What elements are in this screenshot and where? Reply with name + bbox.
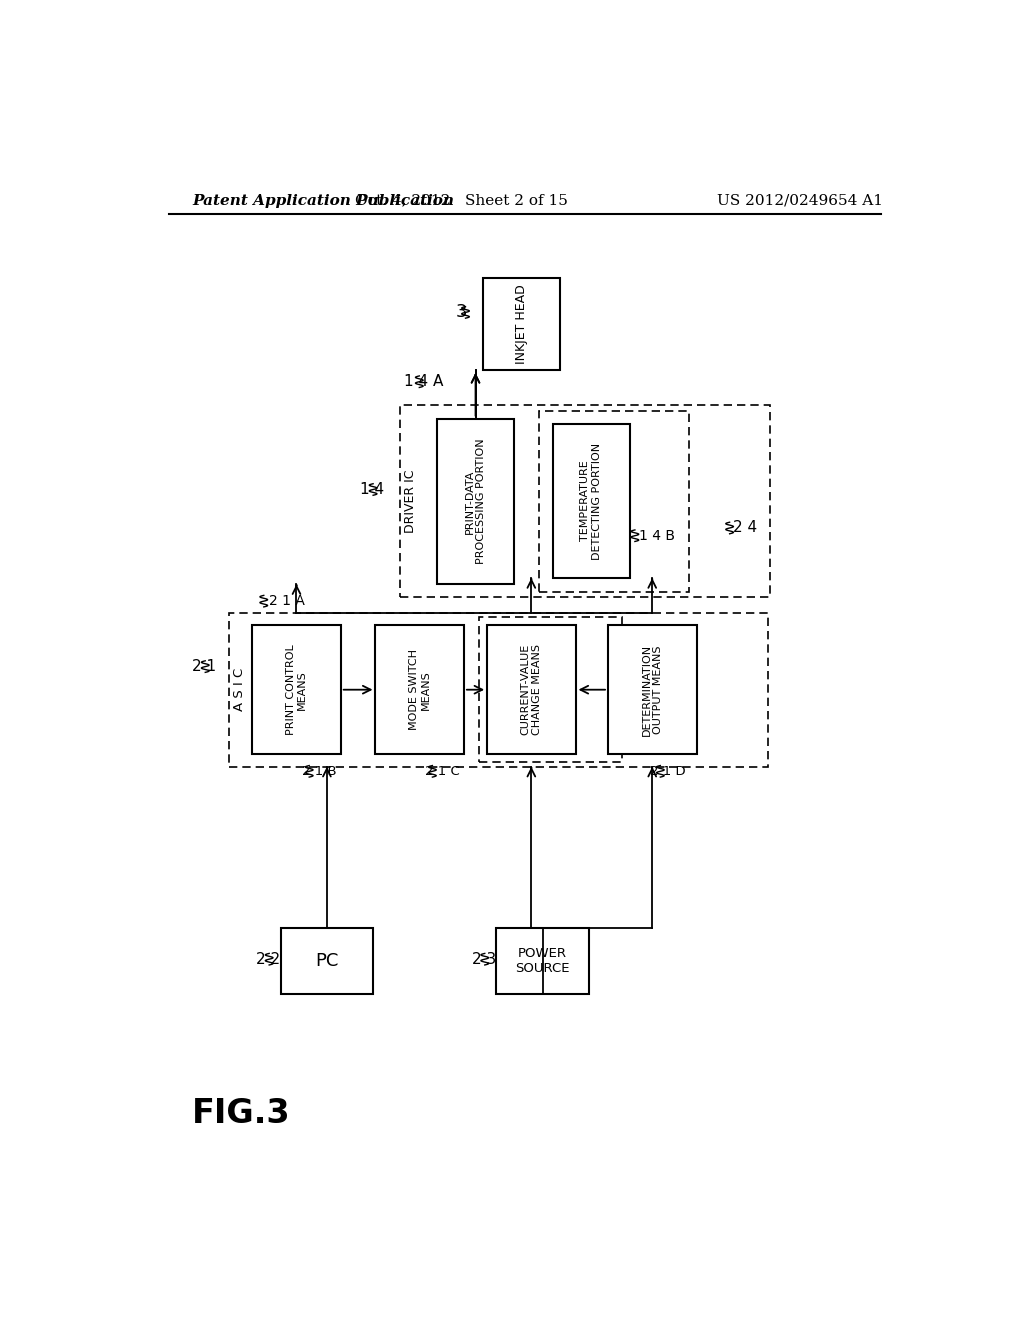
Text: DRIVER IC: DRIVER IC bbox=[404, 470, 418, 533]
Bar bbox=[281, 928, 373, 994]
Text: POWER
SOURCE: POWER SOURCE bbox=[515, 948, 569, 975]
Bar bbox=[553, 424, 630, 578]
Text: 3: 3 bbox=[456, 304, 467, 321]
Bar bbox=[497, 928, 589, 994]
Text: 2 1 D: 2 1 D bbox=[650, 764, 686, 777]
Text: CURRENT-VALUE
CHANGE MEANS: CURRENT-VALUE CHANGE MEANS bbox=[520, 644, 542, 735]
Bar bbox=[252, 626, 341, 755]
Text: 2 3: 2 3 bbox=[472, 952, 496, 966]
Bar bbox=[479, 618, 622, 762]
Bar bbox=[229, 612, 768, 767]
Bar bbox=[608, 626, 696, 755]
Text: FIG.3: FIG.3 bbox=[193, 1097, 291, 1130]
Text: PRINT-DATA
PROCESSING PORTION: PRINT-DATA PROCESSING PORTION bbox=[465, 438, 486, 564]
Bar bbox=[483, 277, 560, 370]
Text: DETERMINATION
OUTPUT MEANS: DETERMINATION OUTPUT MEANS bbox=[641, 644, 663, 735]
Text: 1 4: 1 4 bbox=[360, 482, 384, 498]
Text: 2 1 A: 2 1 A bbox=[269, 594, 305, 609]
Text: Oct. 4, 2012   Sheet 2 of 15: Oct. 4, 2012 Sheet 2 of 15 bbox=[355, 194, 568, 207]
Text: 2 1: 2 1 bbox=[193, 659, 216, 675]
Text: PRINT CONTROL
MEANS: PRINT CONTROL MEANS bbox=[286, 644, 307, 735]
Text: Patent Application Publication: Patent Application Publication bbox=[193, 194, 455, 207]
Text: 1 4 B: 1 4 B bbox=[639, 529, 675, 543]
Text: US 2012/0249654 A1: US 2012/0249654 A1 bbox=[718, 194, 884, 207]
Text: A S I C: A S I C bbox=[233, 668, 247, 711]
Text: 2 2: 2 2 bbox=[256, 952, 281, 966]
Text: 2 4: 2 4 bbox=[733, 520, 757, 536]
Bar bbox=[376, 626, 464, 755]
Text: INKJET HEAD: INKJET HEAD bbox=[515, 284, 528, 364]
Text: 2 1 C: 2 1 C bbox=[425, 764, 460, 777]
Bar bbox=[437, 418, 514, 585]
Text: 1 4 A: 1 4 A bbox=[403, 374, 443, 389]
Bar bbox=[539, 411, 689, 591]
Bar bbox=[487, 626, 575, 755]
Bar bbox=[400, 405, 770, 598]
Text: PC: PC bbox=[315, 952, 339, 970]
Text: MODE SWITCH
MEANS: MODE SWITCH MEANS bbox=[409, 649, 430, 730]
Text: 2 1 B: 2 1 B bbox=[302, 764, 337, 777]
Text: TEMPERATURE
DETECTING PORTION: TEMPERATURE DETECTING PORTION bbox=[581, 442, 602, 560]
